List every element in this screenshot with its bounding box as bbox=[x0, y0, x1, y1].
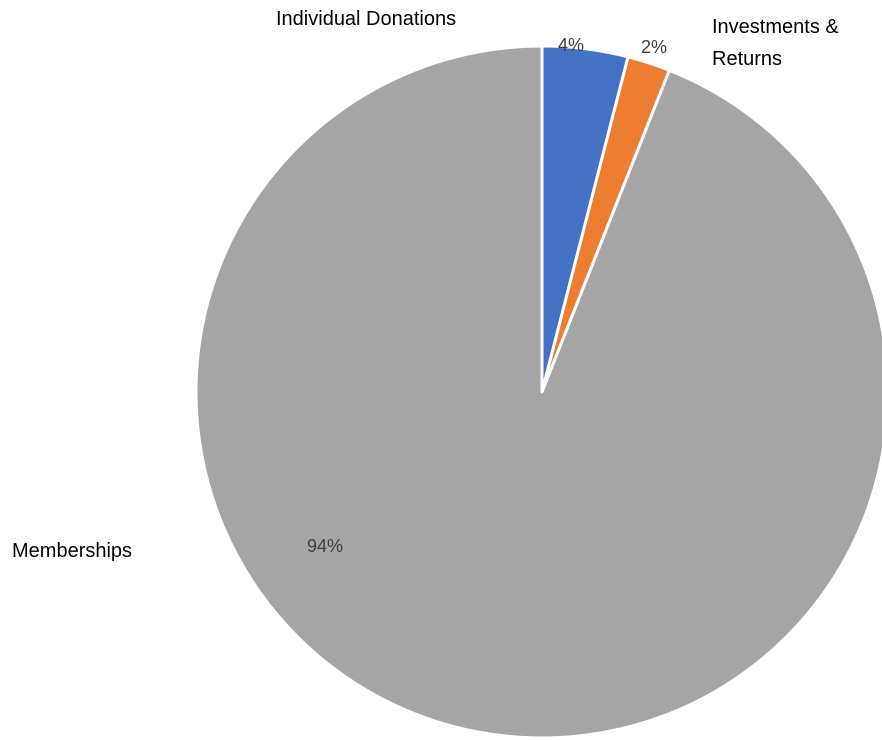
slice-category-label-individual-donations: Individual Donations bbox=[276, 8, 456, 30]
slice-category-label-memberships: Memberships bbox=[12, 540, 132, 562]
slice-category-label-investments-returns: Investments & Returns bbox=[712, 16, 844, 70]
pie-slice-memberships bbox=[194, 44, 882, 740]
category-label-line-2: Returns bbox=[712, 48, 782, 70]
slice-value-label-individual-donations: 4% bbox=[558, 35, 584, 55]
category-label-line-1: Investments & bbox=[712, 16, 839, 38]
slice-value-label-memberships: 94% bbox=[307, 536, 343, 556]
slice-value-label-investments-returns: 2% bbox=[641, 37, 667, 57]
pie-slices bbox=[194, 44, 882, 740]
